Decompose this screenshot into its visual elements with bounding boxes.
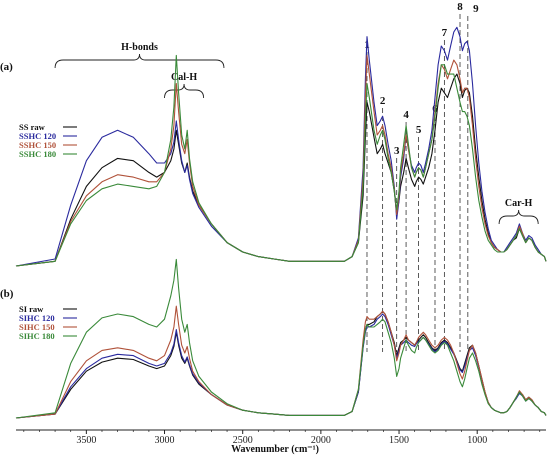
series-line-raw	[15, 73, 547, 267]
region-label: Car-H	[505, 198, 533, 209]
band-number: 5	[416, 124, 422, 136]
x-axis-label: Wavenumber (cm⁻¹)	[231, 444, 319, 455]
series-line-c150	[15, 54, 547, 267]
spectra	[15, 26, 547, 419]
legend-label: SSHC 150	[19, 140, 56, 150]
series-line-c180	[15, 258, 547, 419]
band-number: 4	[403, 109, 409, 121]
x-tick-label: 1500	[389, 435, 409, 446]
series-line-c180	[15, 54, 547, 267]
legend-label: SIHC 150	[19, 322, 55, 332]
series-line-c120	[15, 26, 547, 267]
panel-label: (b)	[0, 288, 14, 300]
x-axis: 3500 3000 2500 2000 1500 1000	[16, 429, 546, 446]
region-brace	[164, 83, 205, 99]
legend-label: SI raw	[19, 304, 44, 314]
region-brace	[54, 53, 225, 69]
legend-label: SS raw	[19, 122, 46, 132]
x-tick-label: 2500	[233, 435, 253, 446]
legend-label: SSHC 180	[19, 149, 56, 159]
band-number: 2	[380, 95, 386, 107]
band-number: 9	[473, 3, 479, 15]
band-number: 3	[394, 145, 400, 157]
x-tick-label: 2000	[311, 435, 331, 446]
panel-label: (a)	[0, 61, 13, 73]
region-label: Cal-H	[171, 72, 197, 83]
region-annotations: H-bonds Cal-H Car-H	[54, 42, 539, 225]
x-tick-label: 1000	[467, 435, 487, 446]
legend-label: SIHC 120	[19, 313, 55, 323]
x-tick-label: 3000	[155, 435, 175, 446]
band-number: 8	[457, 1, 463, 13]
x-tick-label: 3500	[76, 435, 96, 446]
band-number: 7	[442, 27, 448, 39]
legend-label: SSHC 120	[19, 131, 56, 141]
legend-label: SIHC 180	[19, 331, 55, 341]
region-brace	[498, 209, 539, 225]
region-label: H-bonds	[121, 42, 158, 53]
